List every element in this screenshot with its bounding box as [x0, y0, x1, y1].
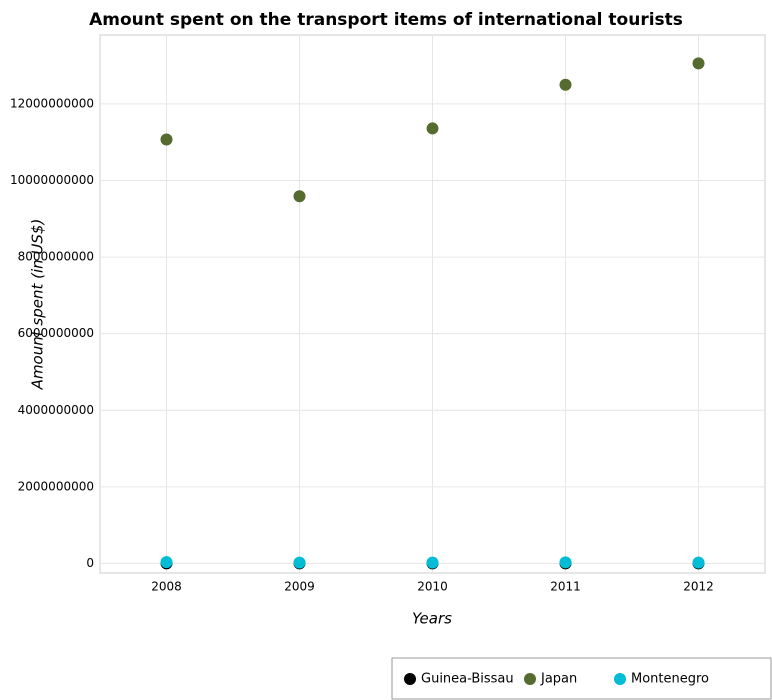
point: [426, 556, 439, 569]
legend-label: Montenegro: [631, 672, 709, 687]
x-tick-label: 2008: [151, 580, 182, 594]
legend-label: Guinea-Bissau: [421, 672, 514, 687]
x-tick-label: 2012: [683, 580, 714, 594]
x-axis-label: Years: [412, 610, 452, 628]
point: [426, 122, 439, 135]
point: [559, 556, 572, 569]
point: [160, 133, 173, 146]
legend-marker: [404, 673, 416, 685]
point: [559, 78, 572, 91]
point: [293, 190, 306, 203]
y-tick-label: 0: [86, 556, 94, 570]
y-axis-label: Amount spent (in US$): [29, 219, 47, 391]
y-tick-label: 8000000000: [18, 250, 94, 264]
x-tick-label: 2011: [550, 580, 581, 594]
x-tick-label: 2010: [417, 580, 448, 594]
x-tick-label: 2009: [284, 580, 315, 594]
point: [692, 556, 705, 569]
legend-marker: [614, 673, 626, 685]
point: [160, 556, 173, 569]
y-tick-label: 6000000000: [18, 326, 94, 340]
y-tick-label: 10000000000: [10, 173, 94, 187]
y-tick-label: 2000000000: [18, 479, 94, 493]
point: [293, 556, 306, 569]
y-tick-label: 4000000000: [18, 403, 94, 417]
point: [692, 57, 705, 70]
y-tick-label: 12000000000: [10, 96, 94, 110]
legend-label: Japan: [540, 672, 577, 687]
legend-marker: [524, 673, 536, 685]
chart-title: Amount spent on the transport items of i…: [89, 10, 683, 30]
legend-box: [391, 657, 772, 700]
